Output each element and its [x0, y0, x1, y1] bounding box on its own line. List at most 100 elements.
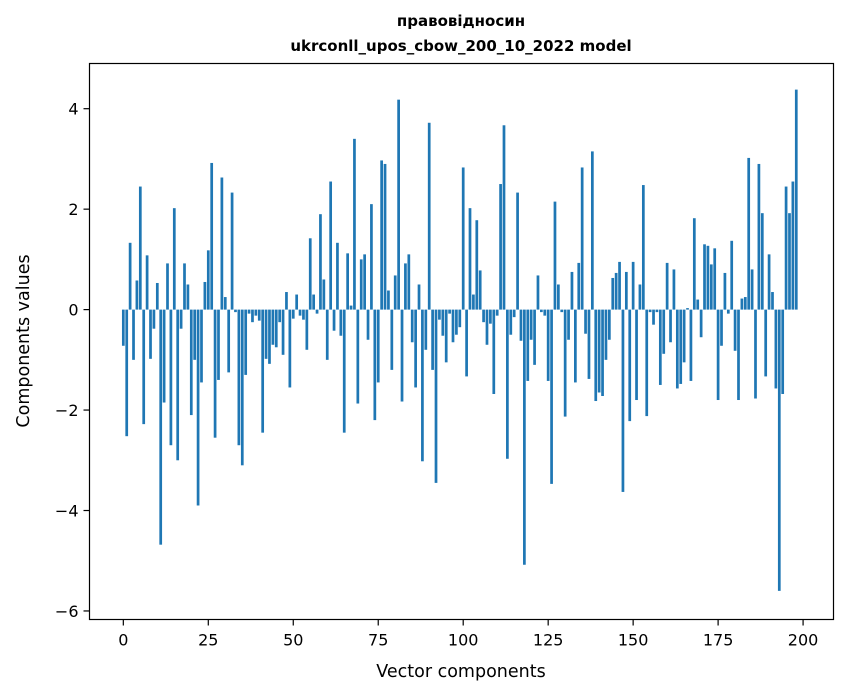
bar-103 — [472, 294, 475, 310]
bar-163 — [675, 309, 679, 389]
bar-31 — [227, 309, 231, 373]
bar-30 — [223, 297, 227, 310]
bar-120 — [529, 309, 533, 340]
bar-133 — [574, 309, 577, 383]
x-tick-label: 175 — [703, 631, 734, 650]
bar-39 — [254, 309, 258, 316]
bar-129 — [560, 309, 564, 313]
bar-198 — [794, 89, 798, 310]
bar-12 — [162, 309, 166, 403]
bar-160 — [665, 262, 669, 310]
bar-55 — [308, 238, 312, 310]
y-tick-label: 4 — [68, 100, 78, 119]
x-tick-label: 25 — [198, 631, 218, 650]
bar-181 — [737, 309, 740, 401]
bar-85 — [410, 309, 414, 343]
bar-50 — [291, 309, 295, 319]
x-tick-label: 0 — [118, 631, 128, 650]
bar-74 — [373, 309, 377, 421]
bar-127 — [553, 201, 557, 310]
bar-135 — [580, 167, 584, 310]
bar-23 — [200, 309, 203, 383]
bar-59 — [322, 279, 326, 310]
x-tick-label: 100 — [448, 631, 479, 650]
y-tick-label: 2 — [68, 200, 78, 219]
bar-184 — [747, 157, 751, 310]
bar-87 — [417, 284, 421, 310]
bar-0 — [121, 309, 125, 346]
bar-25 — [206, 250, 210, 310]
bar-144 — [611, 277, 615, 310]
bar-24 — [203, 281, 207, 310]
bar-130 — [563, 309, 567, 417]
bar-166 — [686, 308, 689, 310]
bar-4 — [135, 280, 139, 310]
bar-186 — [754, 309, 757, 399]
plot-frame — [88, 62, 835, 621]
bar-63 — [336, 242, 339, 310]
bar-57 — [315, 309, 319, 314]
bar-164 — [679, 309, 683, 384]
bar-52 — [298, 309, 302, 316]
bar-1 — [125, 309, 129, 437]
bar-42 — [264, 309, 268, 359]
bar-146 — [618, 261, 621, 310]
bar-83 — [404, 263, 407, 310]
bar-195 — [784, 186, 788, 310]
bar-189 — [764, 309, 768, 377]
bar-17 — [179, 309, 183, 329]
bar-97 — [451, 309, 455, 343]
x-tick-label: 50 — [283, 631, 303, 650]
bar-118 — [523, 309, 526, 565]
bar-101 — [465, 309, 468, 377]
bar-90 — [427, 122, 431, 310]
bar-65 — [342, 309, 346, 433]
bar-69 — [356, 309, 360, 404]
bar-75 — [376, 309, 380, 383]
bar-148 — [624, 271, 628, 310]
bar-123 — [540, 309, 543, 313]
bar-114 — [509, 309, 513, 335]
chart-subtitle: ukrconll_upos_cbow_200_10_2022 model — [290, 37, 631, 55]
bar-155 — [648, 309, 652, 313]
bar-169 — [696, 299, 700, 310]
bar-89 — [424, 309, 428, 350]
bar-77 — [383, 163, 387, 310]
bar-49 — [288, 309, 292, 388]
bar-117 — [519, 309, 523, 341]
bar-96 — [448, 309, 451, 314]
bar-45 — [274, 309, 278, 348]
bar-16 — [176, 309, 180, 461]
bar-177 — [723, 272, 727, 310]
bar-14 — [169, 309, 173, 446]
bar-20 — [189, 309, 193, 416]
bar-10 — [155, 282, 159, 310]
bar-173 — [709, 264, 713, 310]
bar-88 — [421, 309, 424, 462]
bar-43 — [268, 309, 271, 364]
bar-134 — [577, 262, 581, 310]
bar-105 — [478, 270, 482, 310]
bar-61 — [329, 181, 333, 310]
bar-82 — [400, 309, 404, 402]
bar-5 — [138, 186, 142, 310]
bar-41 — [261, 309, 265, 433]
bar-136 — [584, 309, 587, 334]
bar-192 — [774, 309, 778, 389]
bar-44 — [271, 309, 275, 345]
bar-91 — [431, 309, 434, 370]
bar-94 — [441, 309, 445, 336]
bar-112 — [502, 125, 506, 310]
y-axis-ticks: −6 −4 −2 0 2 4 — [55, 100, 90, 621]
bar-179 — [730, 240, 734, 310]
bar-152 — [638, 284, 642, 310]
bar-197 — [791, 181, 795, 310]
bar-180 — [733, 309, 737, 351]
bar-158 — [658, 309, 662, 385]
bar-22 — [196, 309, 200, 506]
bar-143 — [607, 309, 611, 340]
bar-137 — [587, 309, 591, 379]
bar-182 — [740, 298, 744, 310]
bar-128 — [557, 284, 560, 310]
